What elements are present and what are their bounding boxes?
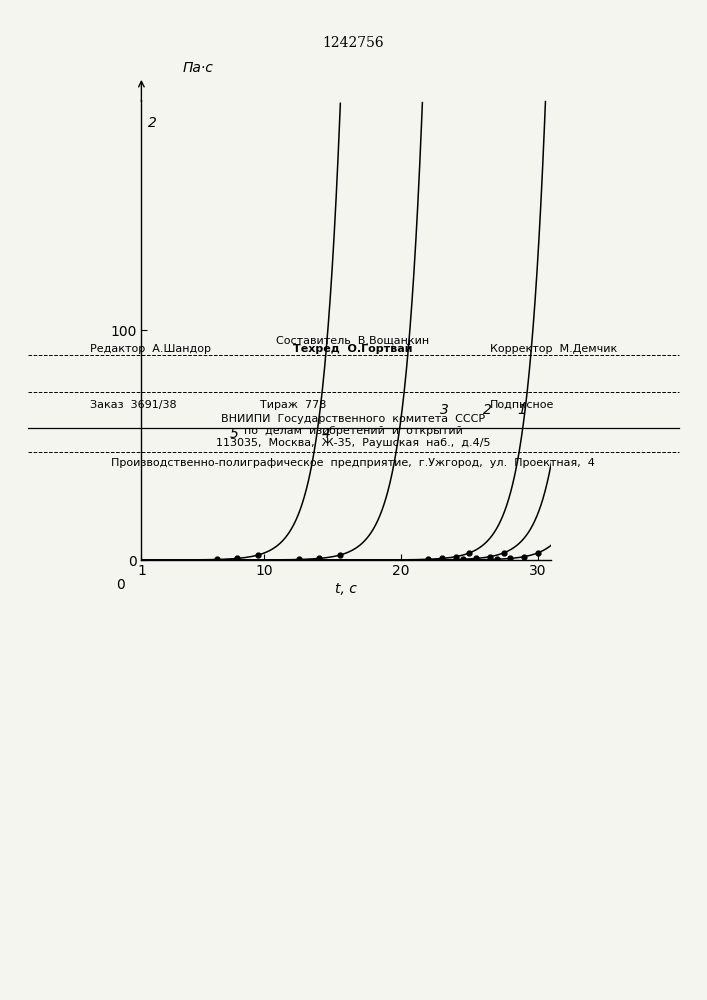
Text: 0: 0 [117, 578, 125, 592]
Text: 3: 3 [440, 403, 449, 418]
Text: Подписное: Подписное [490, 400, 554, 410]
Text: Тираж  778: Тираж 778 [260, 400, 327, 410]
Text: Корректор  М.Демчик: Корректор М.Демчик [490, 344, 617, 354]
Text: 1: 1 [517, 403, 526, 418]
Text: Редактор  А.Шандор: Редактор А.Шандор [90, 344, 211, 354]
Text: 1242756: 1242756 [322, 36, 385, 50]
Text: 5: 5 [230, 426, 239, 440]
Text: Заказ  3691/38: Заказ 3691/38 [90, 400, 177, 410]
Text: Па·с: Па·с [182, 61, 214, 75]
Text: по  делам  изобретений  и  открытий: по делам изобретений и открытий [244, 426, 462, 436]
Text: Составитель  В.Вощанкин: Составитель В.Вощанкин [276, 336, 430, 346]
Text: 4: 4 [322, 426, 330, 440]
X-axis label: t, c: t, c [336, 582, 357, 596]
Text: ВНИИПИ  Государственного  комитета  СССР: ВНИИПИ Государственного комитета СССР [221, 414, 485, 424]
Text: 113035,  Москва,  Ж-35,  Раушская  наб.,  д.4/5: 113035, Москва, Ж-35, Раушская наб., д.4… [216, 438, 490, 448]
Text: 2: 2 [148, 116, 157, 130]
Text: Производственно-полиграфическое  предприятие,  г.Ужгород,  ул.  Проектная,  4: Производственно-полиграфическое предприя… [111, 458, 595, 468]
Text: 2: 2 [483, 403, 491, 418]
Text: Техред  О.Гортвай: Техред О.Гортвай [293, 344, 413, 354]
